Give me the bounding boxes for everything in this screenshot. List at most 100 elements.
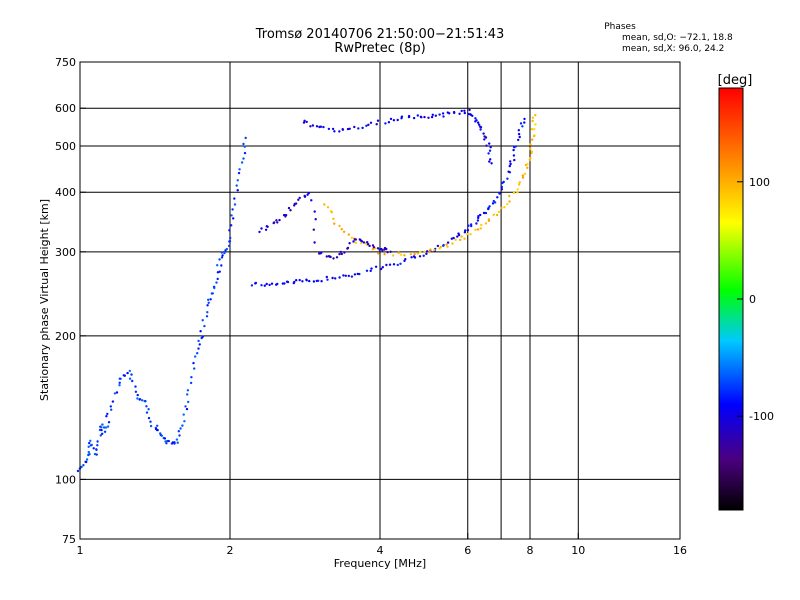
data-point [130, 373, 133, 376]
data-point [508, 164, 511, 168]
data-point [446, 245, 449, 248]
data-point [517, 129, 520, 132]
data-point [517, 138, 520, 142]
data-point [454, 238, 457, 241]
data-point [430, 115, 434, 119]
data-point [178, 434, 181, 437]
data-point [365, 124, 368, 128]
data-point [186, 389, 190, 392]
data-point [350, 275, 354, 278]
data-point [344, 274, 347, 277]
data-point [320, 251, 323, 254]
data-point [197, 339, 200, 343]
data-point [312, 280, 316, 283]
data-point [484, 211, 488, 215]
data-point [201, 319, 204, 322]
data-point [427, 116, 430, 120]
data-point [143, 399, 146, 403]
x-axis: 1 2 4 6 8 10 16 [77, 533, 687, 557]
data-point [209, 298, 212, 301]
data-point [498, 191, 501, 195]
data-point [533, 128, 536, 131]
data-point [242, 157, 245, 160]
data-point [419, 251, 422, 254]
data-point [516, 191, 519, 194]
data-point [476, 228, 480, 231]
x-tick-label: 4 [377, 544, 384, 557]
data-point [303, 195, 307, 198]
data-point [99, 434, 103, 437]
data-point [205, 315, 209, 318]
data-point [342, 274, 345, 277]
data-point [387, 121, 391, 124]
data-point [519, 122, 523, 125]
data-point [115, 391, 119, 394]
data-point [436, 244, 440, 248]
data-point [526, 166, 529, 169]
data-point [230, 224, 233, 227]
data-point [331, 127, 335, 131]
data-point [521, 125, 524, 128]
y-tick-label: 600 [55, 102, 76, 115]
data-point [96, 444, 99, 447]
data-point [529, 143, 532, 146]
data-point [100, 428, 103, 432]
data-point [160, 434, 164, 437]
data-point [497, 210, 501, 214]
data-point [509, 160, 512, 163]
data-point [466, 232, 469, 236]
data-point [309, 125, 312, 128]
data-point [233, 197, 236, 200]
data-point [216, 264, 219, 267]
data-point [100, 426, 103, 429]
data-point [206, 311, 209, 314]
data-point [371, 244, 375, 247]
data-point [175, 438, 179, 441]
data-point [371, 248, 375, 251]
data-point [353, 273, 357, 276]
data-point [319, 125, 323, 128]
data-point [446, 241, 450, 244]
data-point [238, 168, 241, 171]
data-point [392, 263, 396, 266]
data-point [482, 132, 485, 135]
data-point [192, 361, 195, 365]
data-point [456, 235, 459, 238]
data-point [396, 263, 399, 267]
data-point [341, 128, 345, 131]
data-point [312, 228, 315, 231]
data-point [357, 127, 360, 130]
data-point [176, 441, 179, 444]
data-point [289, 209, 292, 212]
data-point [136, 393, 139, 397]
data-point [322, 125, 325, 129]
data-point [452, 110, 456, 114]
data-point [366, 241, 369, 244]
data-point [298, 278, 301, 282]
data-point [422, 254, 425, 257]
data-point [521, 174, 525, 177]
data-point [89, 444, 93, 447]
data-point [313, 241, 316, 244]
data-point [409, 253, 413, 256]
data-point [491, 202, 495, 205]
data-point [458, 112, 461, 116]
x-axis-label: Frequency [MHz] [334, 557, 426, 570]
data-point [340, 228, 343, 231]
data-point [189, 381, 193, 385]
data-point [103, 430, 107, 433]
data-point [159, 432, 162, 435]
data-point [488, 205, 491, 208]
data-point [228, 240, 232, 243]
data-point [484, 136, 488, 139]
data-point [305, 120, 308, 124]
data-point [480, 223, 483, 227]
data-point [457, 233, 461, 237]
data-point [260, 284, 263, 287]
data-point [126, 371, 129, 375]
data-point [476, 219, 480, 222]
data-point [216, 277, 219, 281]
data-point [512, 154, 516, 157]
data-point [442, 243, 445, 247]
data-point [517, 183, 521, 186]
